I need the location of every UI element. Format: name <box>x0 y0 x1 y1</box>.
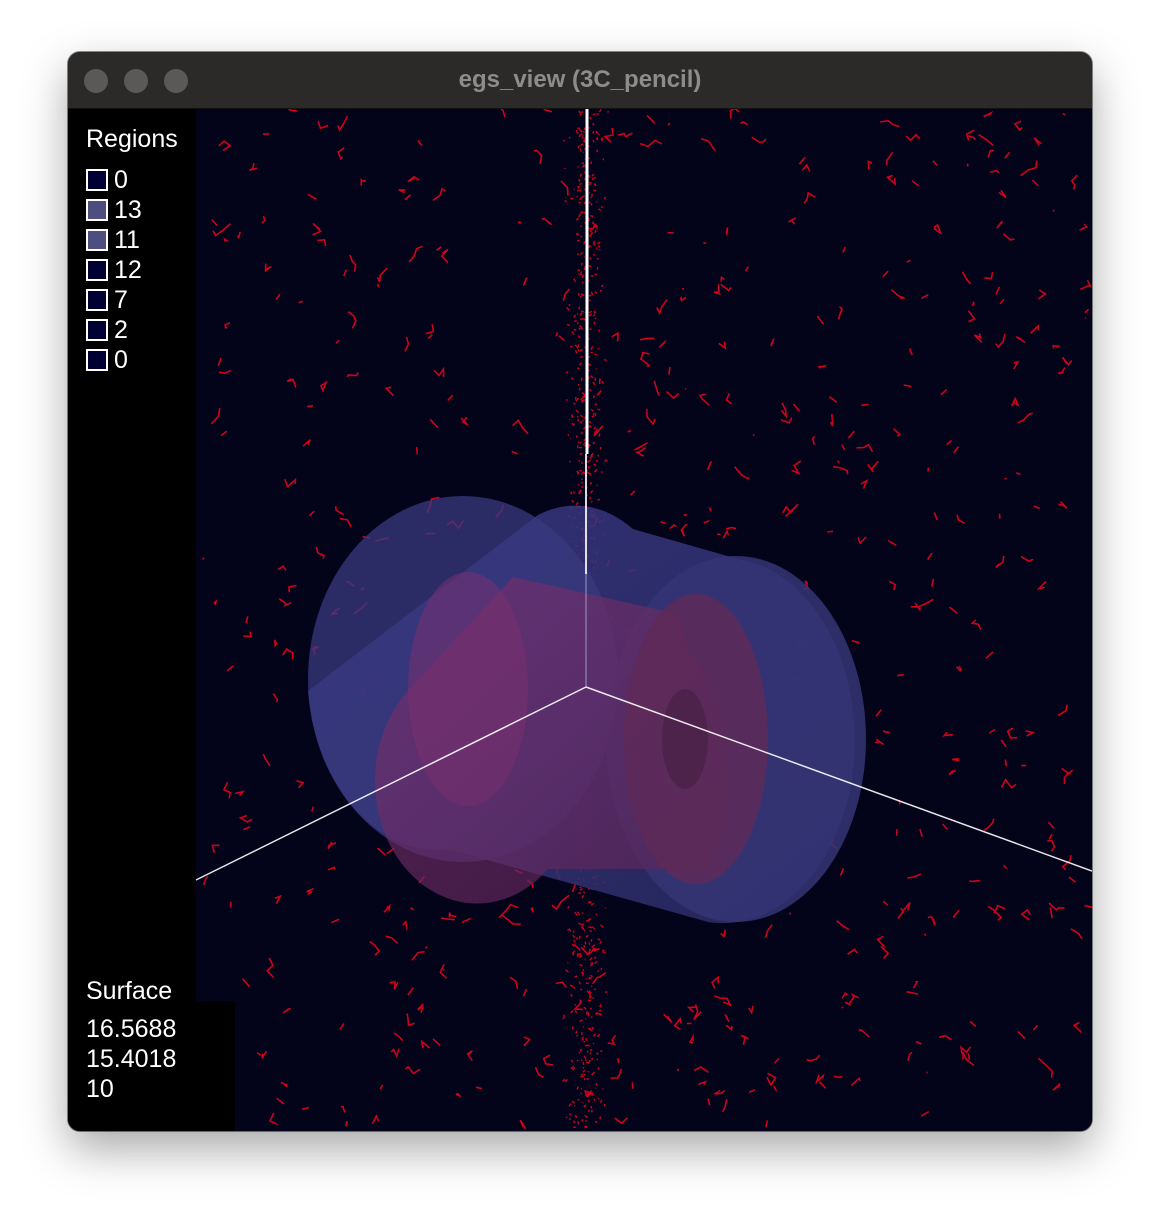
title-bar[interactable]: egs_view (3C_pencil) <box>68 52 1092 109</box>
surface-value: 15.4018 <box>86 1045 177 1073</box>
region-legend-item: 0 <box>86 166 128 194</box>
region-label: 12 <box>114 255 142 284</box>
region-legend-item: 13 <box>86 196 142 224</box>
surface-value: 16.5688 <box>86 1015 177 1043</box>
close-window-button[interactable] <box>84 69 108 93</box>
region-legend-item: 12 <box>86 256 142 284</box>
app-window: egs_view (3C_pencil) <box>68 52 1092 1131</box>
region-label: 13 <box>114 195 142 224</box>
region-color-swatch <box>86 319 108 341</box>
region-legend-item: 0 <box>86 346 128 374</box>
region-label: 7 <box>114 285 128 314</box>
coordinate-axes <box>195 109 1092 881</box>
surface-value: 10 <box>86 1075 114 1103</box>
region-legend-item: 11 <box>86 226 140 254</box>
region-label: 0 <box>114 165 128 194</box>
viewer-content: Regions 0 13 11 12 7 2 0 Surface 16.5688 15.40… <box>68 109 1092 1131</box>
region-legend-item: 7 <box>86 286 128 314</box>
region-color-swatch <box>86 289 108 311</box>
region-color-swatch <box>86 169 108 191</box>
zoom-window-button[interactable] <box>164 69 188 93</box>
surface-panel <box>68 1001 235 1131</box>
region-color-swatch <box>86 349 108 371</box>
inner-cylinder <box>374 572 768 904</box>
region-label: 0 <box>114 345 128 374</box>
minimize-window-button[interactable] <box>124 69 148 93</box>
region-label: 2 <box>114 315 128 344</box>
3d-geometry-view[interactable] <box>68 109 1092 1131</box>
region-legend-item: 2 <box>86 316 128 344</box>
region-color-swatch <box>86 199 108 221</box>
region-color-swatch <box>86 229 108 251</box>
region-label: 11 <box>114 225 140 254</box>
region-color-swatch <box>86 259 108 281</box>
window-title: egs_view (3C_pencil) <box>458 66 702 93</box>
regions-legend-title: Regions <box>86 125 178 153</box>
surface-legend-title: Surface <box>86 977 173 1005</box>
